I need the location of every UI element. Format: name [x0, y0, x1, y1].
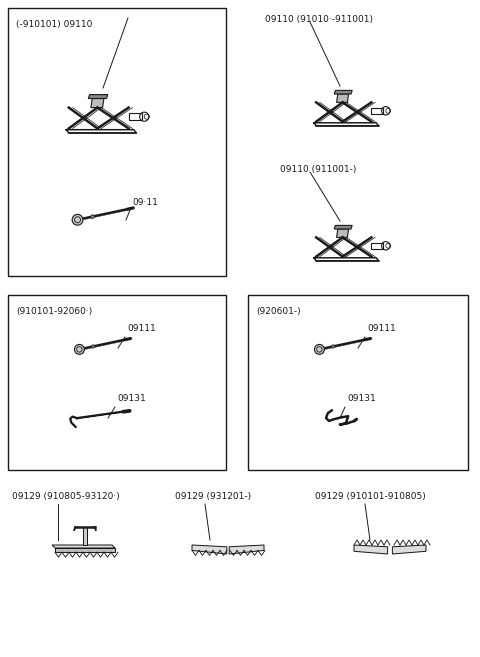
Circle shape: [332, 345, 335, 348]
Bar: [248, 295, 468, 470]
Polygon shape: [91, 99, 104, 108]
Polygon shape: [88, 95, 108, 99]
Text: 09110 (911001-): 09110 (911001-): [280, 165, 356, 174]
Polygon shape: [334, 225, 352, 229]
Text: 09131: 09131: [347, 394, 376, 403]
Polygon shape: [336, 229, 348, 237]
Circle shape: [91, 215, 94, 218]
Bar: [129, 114, 142, 120]
Polygon shape: [52, 545, 115, 548]
Circle shape: [92, 345, 95, 348]
Polygon shape: [229, 545, 264, 554]
Text: 09131: 09131: [117, 394, 146, 403]
Polygon shape: [392, 545, 426, 554]
Text: 09111: 09111: [367, 324, 396, 333]
Circle shape: [314, 344, 324, 354]
Bar: [372, 108, 384, 114]
Polygon shape: [334, 91, 352, 94]
Text: 09110 (91010·-911001): 09110 (91010·-911001): [265, 15, 373, 24]
Text: 09129 (910805-93120·): 09129 (910805-93120·): [12, 492, 120, 501]
Text: (-910101) 09110: (-910101) 09110: [16, 20, 92, 29]
Polygon shape: [354, 545, 388, 554]
Text: 09111: 09111: [127, 324, 156, 333]
Text: (920601-): (920601-): [256, 307, 300, 316]
Text: 09129 (910101-910805): 09129 (910101-910805): [315, 492, 426, 501]
Polygon shape: [192, 545, 227, 554]
Bar: [8, 295, 226, 470]
Bar: [83, 527, 87, 545]
Bar: [372, 243, 384, 249]
Bar: [8, 8, 226, 276]
Text: (910101-92060·): (910101-92060·): [16, 307, 92, 316]
Text: 09·11: 09·11: [132, 198, 158, 207]
Text: 09129 (931201-): 09129 (931201-): [175, 492, 251, 501]
Polygon shape: [55, 548, 115, 552]
Polygon shape: [336, 94, 348, 102]
Circle shape: [72, 214, 83, 225]
Circle shape: [74, 344, 84, 354]
